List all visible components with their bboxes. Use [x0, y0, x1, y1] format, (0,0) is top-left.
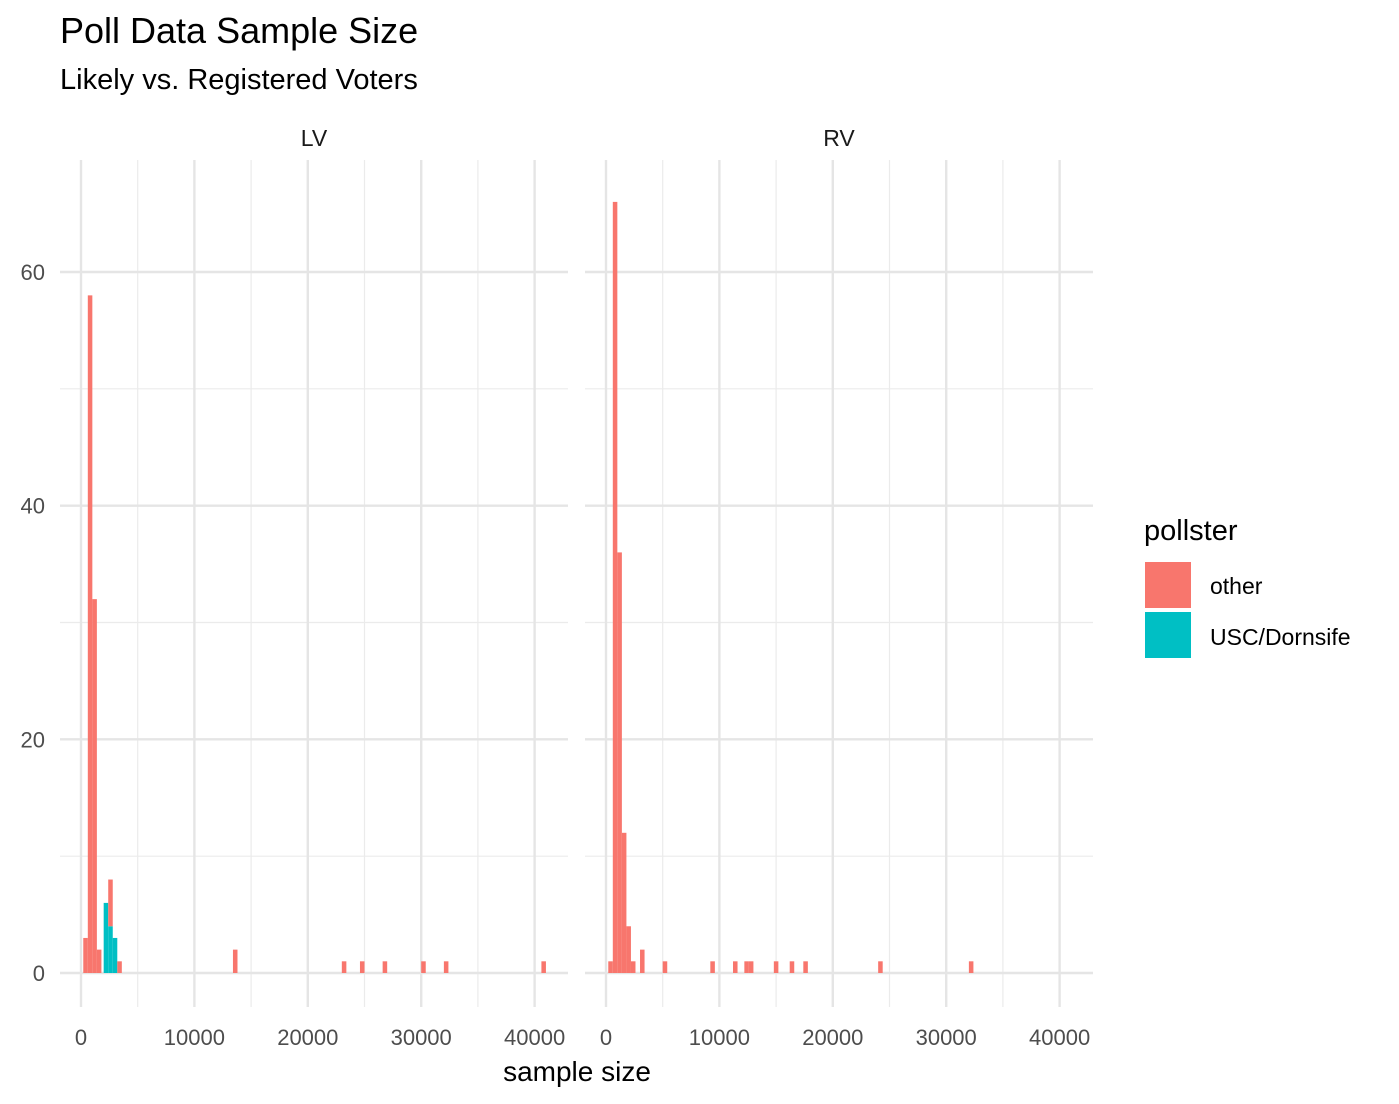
panel-lv: LV 0 10000 20000 30000 40000 0 20 40 60 — [21, 125, 568, 1050]
legend-swatch-other — [1145, 562, 1191, 608]
bar-lv-other-24800 — [359, 961, 365, 973]
bar-lv-usc-dornsife-3000 — [112, 937, 118, 973]
panel-rv: RV 0 10000 20000 30000 40000 — [585, 125, 1093, 1050]
bar-rv-other-16400 — [789, 961, 795, 973]
x-tick-label: 10000 — [689, 1025, 750, 1050]
x-tick-label: 0 — [75, 1025, 87, 1050]
bar-rv-other-1200 — [617, 552, 622, 973]
bar-rv-other-15000 — [773, 961, 779, 973]
bar-lv-other-3400 — [117, 961, 122, 973]
bar-rv-other-9400 — [710, 961, 715, 973]
bar-lv-other-30200 — [421, 961, 426, 973]
x-tick-label: 30000 — [391, 1025, 452, 1050]
legend-title: pollster — [1144, 515, 1238, 547]
legend-label-other: other — [1210, 573, 1263, 599]
bar-rv-other-24200 — [878, 961, 883, 973]
bar-lv-other-2600 — [108, 879, 113, 927]
bar-rv-other-12800 — [748, 961, 754, 973]
legend-swatch-usc-dornsife — [1145, 612, 1191, 658]
facet-label-lv: LV — [301, 125, 328, 151]
x-tick-label: 20000 — [277, 1025, 338, 1050]
bar-lv-other-400 — [83, 937, 88, 973]
y-tick-label: 40 — [21, 494, 45, 519]
bar-lv-other-40800 — [541, 961, 546, 973]
bar-rv-other-2400 — [630, 961, 636, 973]
x-tick-label: 30000 — [916, 1025, 977, 1050]
bar-rv-other-3200 — [640, 949, 645, 973]
bar-rv-other-5200 — [662, 961, 668, 973]
chart-title: Poll Data Sample Size — [60, 10, 419, 51]
legend: pollster other USC/Dornsife — [1144, 515, 1351, 658]
y-tick-label: 0 — [33, 961, 45, 986]
x-tick-label: 20000 — [802, 1025, 863, 1050]
bar-lv-usc-dornsife-2200 — [103, 902, 109, 973]
bar-lv-other-1200 — [92, 599, 97, 973]
bar-rv-other-400 — [608, 961, 613, 973]
x-tick-label: 0 — [600, 1025, 612, 1050]
legend-label-usc-dornsife: USC/Dornsife — [1210, 624, 1351, 650]
bar-rv-other-800 — [612, 201, 618, 973]
bar-rv-other-2000 — [626, 926, 631, 973]
x-tick-label: 40000 — [1029, 1025, 1090, 1050]
bar-lv-usc-dornsife-2600 — [108, 926, 113, 973]
bar-rv-other-11400 — [733, 961, 738, 973]
x-tick-label: 40000 — [504, 1025, 565, 1050]
bar-lv-other-26800 — [382, 961, 388, 973]
x-axis-title: sample size — [503, 1056, 651, 1087]
bar-lv-other-1600 — [96, 949, 102, 973]
bar-lv-other-32200 — [443, 961, 449, 973]
facet-label-rv: RV — [823, 125, 855, 151]
bar-lv-other-23200 — [341, 961, 347, 973]
y-tick-label: 60 — [21, 260, 45, 285]
x-tick-label: 10000 — [164, 1025, 225, 1050]
bar-rv-other-1600 — [621, 832, 627, 973]
bar-lv-other-13600 — [232, 949, 238, 973]
bar-rv-other-32200 — [968, 961, 974, 973]
bar-rv-other-12400 — [744, 961, 749, 973]
chart-subtitle: Likely vs. Registered Voters — [60, 64, 418, 96]
bar-rv-other-17600 — [803, 961, 808, 973]
y-tick-label: 20 — [21, 727, 45, 752]
bar-lv-other-800 — [87, 295, 93, 973]
